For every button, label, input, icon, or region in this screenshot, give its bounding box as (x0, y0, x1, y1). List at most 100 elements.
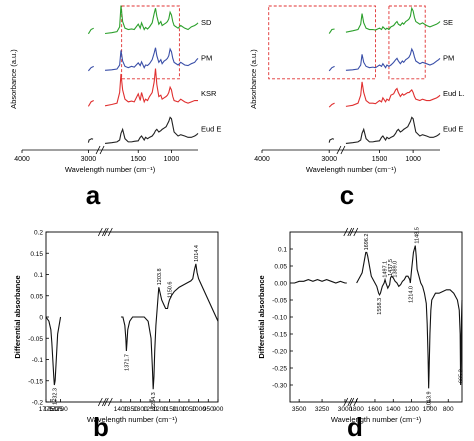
peak-annotation: 1150.6 (167, 282, 173, 298)
series-line (345, 6, 441, 33)
y-tick-label: 0.05 (30, 293, 43, 300)
series-label: SE (443, 18, 453, 27)
y-axis-label: Absorbance (a.u.) (9, 49, 18, 109)
y-tick-label: -0.10 (272, 315, 287, 322)
peak-annotation: 1234.3 (151, 392, 157, 409)
axis-break-mark (103, 397, 109, 407)
series-label: KSR (201, 89, 217, 98)
x-tick-label: 800 (443, 406, 454, 413)
y-tick-label: 0.00 (274, 281, 287, 288)
y-tick-label: -0.2 (32, 400, 44, 407)
x-tick-label: 1250 (143, 406, 158, 413)
y-axis-label: Absorbance (a.u.) (249, 49, 258, 109)
series-label: PM (201, 54, 212, 63)
series-line (345, 81, 441, 107)
series-label: PM (443, 54, 454, 63)
y-tick-label: 0.05 (274, 264, 287, 271)
x-tick-label: 1000 (423, 406, 438, 413)
x-tick-label: 1500 (130, 156, 146, 163)
x-tick-label: 1775 (39, 406, 54, 413)
axis-break-mark (101, 397, 107, 407)
peak-annotation: 1148.5 (414, 227, 420, 243)
panel-d: 0.1 0.05 0.00 -0.05 -0.10 -0.15 -0.20 -0.25 -0.3… (257, 227, 465, 424)
x-tick-label: 3000 (81, 156, 97, 163)
series-line (290, 279, 347, 284)
y-tick-label: -0.25 (272, 366, 287, 373)
y-axis-label: Differential absorbance (13, 275, 22, 358)
y-tick-label: 0.1 (278, 247, 287, 254)
axis-break-mark (340, 145, 346, 155)
panel-letter-c: c (340, 180, 354, 210)
series-line (87, 100, 94, 107)
y-tick-label: 0 (39, 315, 43, 322)
x-tick-label: 4000 (14, 156, 30, 163)
series-line (87, 27, 94, 35)
series-line (328, 65, 335, 72)
peak-annotation: 1014.4 (194, 245, 200, 262)
x-tick-label: 1150 (162, 406, 176, 413)
peak-annotation: 1389.0 (392, 261, 398, 278)
x-tick-label: 1750 (44, 406, 59, 413)
axis-break-mark (101, 227, 107, 237)
y-tick-label: -0.1 (32, 357, 44, 364)
x-tick-label: 1400 (114, 406, 129, 413)
highlight-box (388, 5, 426, 80)
x-tick-label: 950 (203, 406, 214, 413)
series-line (104, 68, 198, 107)
peak-annotation: 1497.1 (382, 261, 388, 278)
series-line (87, 138, 94, 143)
x-tick-label: 1725 (48, 406, 63, 413)
x-tick-label: 1000 (164, 156, 180, 163)
axis-break-mark (95, 145, 101, 155)
panel-c: SE PM Eud L. Eud E 4000 3000 1500 1000 Wavelengt… (249, 5, 465, 174)
y-tick-label: 0.1 (34, 272, 43, 279)
y-tick-label: -0.20 (272, 349, 287, 356)
series-label: Eud E (443, 125, 463, 134)
x-tick-label: 1200 (404, 406, 419, 413)
panel-letter-a: a (86, 180, 101, 210)
panel-letter-d: d (347, 412, 363, 441)
axis-break-mark (97, 227, 103, 237)
x-tick-label: 1200 (153, 406, 168, 413)
series-line (104, 47, 199, 71)
series-line (328, 102, 335, 108)
peak-annotation: 1732.3 (52, 388, 58, 405)
x-axis-label: Wavelength number (cm⁻¹) (87, 415, 178, 424)
x-axis-label: Wavelength number (cm⁻¹) (65, 165, 156, 174)
peak-annotation: 1214.0 (408, 286, 414, 303)
series-line (345, 47, 441, 71)
peak-annotation: 1013.9 (427, 391, 433, 408)
x-tick-label: 1800 (349, 406, 364, 413)
x-tick-label: 1000 (405, 156, 421, 163)
y-tick-label: -0.05 (28, 336, 43, 343)
series-line (328, 28, 335, 34)
series-line (356, 245, 463, 389)
peak-annotation: 1371.7 (125, 354, 131, 371)
series-line (104, 116, 199, 145)
series-line (87, 65, 94, 72)
x-tick-label: 1350 (123, 406, 138, 413)
axis-break-mark (353, 227, 359, 237)
x-tick-label: 3000 (338, 406, 353, 413)
axis-break-mark (99, 145, 105, 155)
series-line (328, 138, 335, 143)
highlight-box (121, 5, 180, 80)
x-tick-label: 3500 (292, 406, 307, 413)
axis-break-mark (349, 227, 355, 237)
series-line (120, 263, 219, 390)
peak-annotation: 1696.2 (364, 234, 370, 251)
series-line (45, 316, 62, 386)
axis-break-mark (107, 227, 113, 237)
peak-annotation: 1203.8 (157, 268, 163, 285)
axis-break-mark (353, 397, 359, 407)
series-line (104, 5, 199, 35)
x-axis-label: Wavelength number (cm⁻¹) (306, 165, 397, 174)
x-tick-label: 900 (213, 406, 224, 413)
x-tick-label: 1000 (191, 406, 206, 413)
x-axis-label: Wavelength number (cm⁻¹) (331, 415, 422, 424)
x-tick-label: 1500 (372, 156, 388, 163)
series-label: Eud L. (443, 89, 465, 98)
axis-break-mark (349, 397, 355, 407)
y-tick-label: 0.15 (30, 251, 43, 258)
